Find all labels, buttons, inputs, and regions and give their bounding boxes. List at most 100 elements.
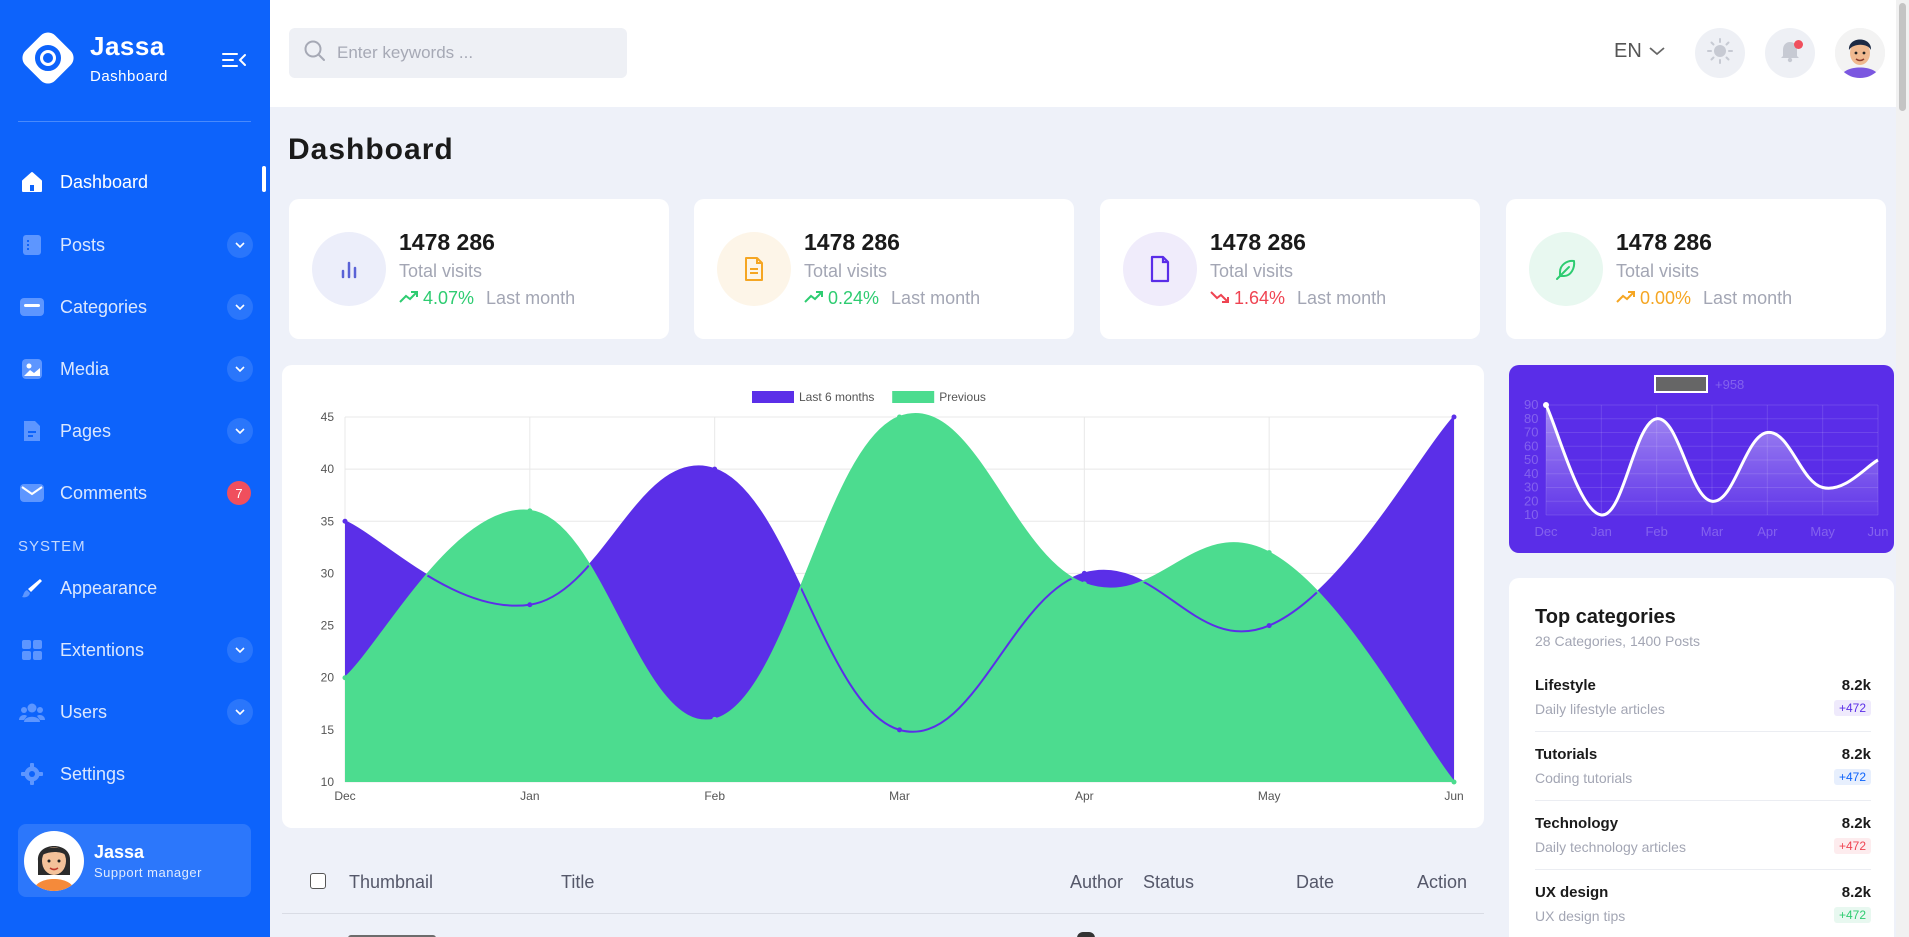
y-tick-label: 70 xyxy=(1524,425,1538,440)
sidebar-collapse-icon[interactable] xyxy=(221,50,247,70)
chevron-down-icon xyxy=(1648,40,1666,63)
y-tick-label: 35 xyxy=(321,514,335,528)
stat-card: 1478 286 Total visits 0.24% Last month xyxy=(694,199,1074,339)
theme-toggle-button[interactable] xyxy=(1695,28,1745,78)
trend-down-icon xyxy=(1210,288,1230,309)
sun-icon xyxy=(1706,37,1734,70)
column-thumbnail[interactable]: Thumbnail xyxy=(349,872,434,892)
category-item[interactable]: UX design UX design tips 8.2k +472 xyxy=(1535,884,1871,936)
category-name: Tutorials xyxy=(1535,746,1598,763)
language-selector[interactable]: EN xyxy=(1614,40,1666,63)
data-point[interactable] xyxy=(712,466,718,472)
sidebar-item-posts[interactable]: Posts xyxy=(18,225,253,265)
column-action[interactable]: Action xyxy=(1417,872,1468,892)
stat-label: Total visits xyxy=(399,261,483,281)
category-description: Daily lifestyle articles xyxy=(1535,701,1665,717)
search-input[interactable] xyxy=(337,43,617,63)
sidebar-item-media[interactable]: Media xyxy=(18,349,253,389)
category-item[interactable]: Tutorials Coding tutorials 8.2k +472 xyxy=(1535,746,1871,798)
data-point[interactable] xyxy=(897,727,902,733)
brand[interactable]: Jassa Dashboard xyxy=(18,28,168,88)
sidebar-item-label: Dashboard xyxy=(60,171,149,192)
data-point[interactable] xyxy=(342,675,348,681)
page-scrollbar[interactable] xyxy=(1896,0,1909,937)
data-point[interactable] xyxy=(1543,402,1549,408)
search-box[interactable] xyxy=(289,28,627,78)
notifications-button[interactable] xyxy=(1765,28,1815,78)
chevron-down-icon[interactable] xyxy=(227,418,253,444)
divider xyxy=(1535,869,1871,870)
data-point[interactable] xyxy=(527,602,533,608)
system-section-label: SYSTEM xyxy=(18,538,86,555)
legend-label[interactable]: Previous xyxy=(939,390,986,404)
column-author[interactable]: Author xyxy=(1070,872,1124,892)
data-point[interactable] xyxy=(897,414,902,420)
home-icon xyxy=(18,168,46,196)
chevron-down-icon[interactable] xyxy=(227,294,253,320)
chevron-down-icon[interactable] xyxy=(227,699,253,725)
column-date[interactable]: Date xyxy=(1296,872,1335,892)
data-point[interactable] xyxy=(1451,779,1457,785)
column-title[interactable]: Title xyxy=(561,872,595,892)
users-icon xyxy=(18,698,46,726)
profile-name: Jassa xyxy=(94,841,145,862)
sidebar-item-categories[interactable]: Categories xyxy=(18,287,253,327)
sidebar-item-pages[interactable]: Pages xyxy=(18,411,253,451)
x-tick-label: Feb xyxy=(1645,524,1667,539)
legend-label[interactable]: Last 6 months xyxy=(799,390,874,404)
chevron-down-icon[interactable] xyxy=(227,637,253,663)
data-point[interactable] xyxy=(1081,581,1087,587)
category-count: 8.2k xyxy=(1841,746,1871,763)
data-point[interactable] xyxy=(1081,570,1087,576)
data-point[interactable] xyxy=(1266,550,1272,556)
trend-up-icon xyxy=(804,288,824,309)
category-name: Lifestyle xyxy=(1535,677,1596,694)
chevron-down-icon[interactable] xyxy=(227,356,253,382)
mini-chart-card: 10 20 30 40 50 60 70 80 90 Dec Jan Feb Mar Apr May Jun +… xyxy=(1509,365,1894,553)
data-point[interactable] xyxy=(1266,623,1272,629)
sidebar-item-users[interactable]: Users xyxy=(18,692,253,732)
brush-icon xyxy=(18,574,46,602)
sidebar-item-extentions[interactable]: Extentions xyxy=(18,630,253,670)
feather-icon xyxy=(1529,232,1603,306)
table-row-author-avatar xyxy=(1077,932,1095,937)
legend-swatch xyxy=(1654,375,1708,393)
stat-change: 0.00% xyxy=(1640,288,1692,308)
data-point[interactable] xyxy=(527,508,533,514)
profile-role: Support manager xyxy=(94,864,202,880)
x-tick-label: May xyxy=(1810,524,1835,539)
x-tick-label: Jun xyxy=(1868,524,1889,539)
chevron-down-icon[interactable] xyxy=(227,232,253,258)
column-status[interactable]: Status xyxy=(1143,872,1195,892)
sidebar-item-label: Settings xyxy=(60,763,126,784)
file-icon xyxy=(1123,232,1197,306)
select-all-checkbox[interactable] xyxy=(310,873,326,889)
trend-up-icon xyxy=(1616,288,1636,309)
stat-change: 1.64% xyxy=(1234,288,1286,308)
y-tick-label: 80 xyxy=(1524,411,1538,426)
brand-subtitle: Dashboard xyxy=(90,68,168,85)
sidebar-item-dashboard[interactable]: Dashboard xyxy=(18,162,253,202)
sidebar-item-settings[interactable]: Settings xyxy=(18,754,253,794)
comments-count-badge: 7 xyxy=(227,481,251,505)
gear-icon xyxy=(18,760,46,788)
user-avatar[interactable] xyxy=(1835,28,1885,78)
data-point[interactable] xyxy=(342,518,348,524)
brand-name: Jassa xyxy=(90,31,165,61)
sidebar-profile[interactable]: Jassa Support manager xyxy=(18,824,251,897)
y-tick-label: 20 xyxy=(321,671,335,685)
active-indicator xyxy=(262,166,266,192)
sidebar-item-appearance[interactable]: Appearance xyxy=(18,568,253,608)
file-icon xyxy=(18,417,46,445)
y-tick-label: 15 xyxy=(321,723,335,737)
sidebar-item-comments[interactable]: Comments 7 xyxy=(18,473,253,513)
sidebar-item-label: Media xyxy=(60,358,110,379)
category-item[interactable]: Lifestyle Daily lifestyle articles 8.2k … xyxy=(1535,677,1871,729)
data-point[interactable] xyxy=(1451,414,1457,420)
stat-value: 1478 286 xyxy=(804,229,900,255)
x-tick-label: Dec xyxy=(334,789,355,803)
stat-card: 1478 286 Total visits 4.07% Last month xyxy=(289,199,669,339)
data-point[interactable] xyxy=(712,716,718,722)
category-item[interactable]: Technology Daily technology articles 8.2… xyxy=(1535,815,1871,867)
